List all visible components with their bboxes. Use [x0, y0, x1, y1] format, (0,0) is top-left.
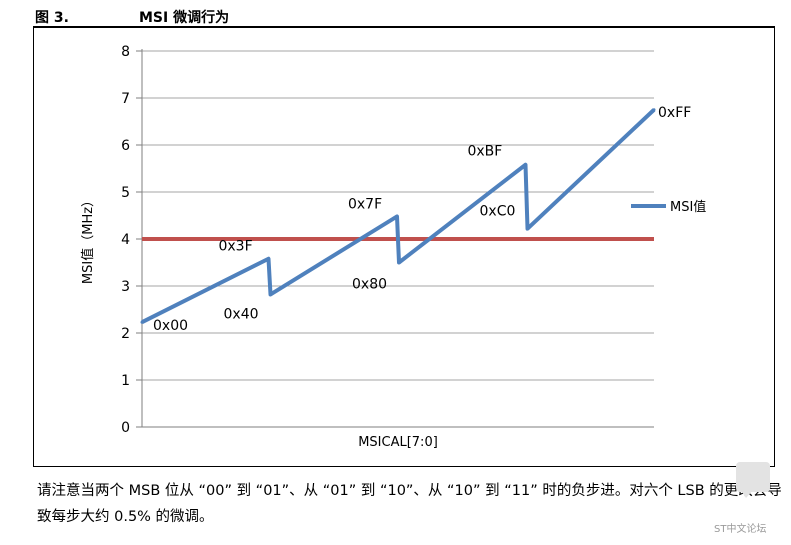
watermark-text: ST中文论坛: [714, 524, 767, 535]
point-label: 0x3F: [218, 239, 252, 255]
data-point: [652, 108, 656, 112]
point-label: 0xC0: [480, 204, 516, 220]
y-axis-label: MSI值（MHz）: [80, 194, 96, 284]
y-tick-label: 8: [121, 44, 130, 60]
data-point: [523, 163, 527, 167]
data-point: [266, 257, 270, 261]
point-annotations: 0x00 0x3F 0x40 0x7F 0x80 0xBF 0xC0 0xFF: [153, 105, 691, 334]
point-label: 0xFF: [658, 105, 691, 121]
point-label: 0xBF: [467, 144, 502, 160]
point-label: 0x40: [224, 306, 259, 322]
y-tick-label: 5: [121, 185, 130, 201]
y-tick-label: 7: [121, 91, 130, 107]
chat-bubble-icon: [736, 462, 770, 492]
y-tick-label: 1: [121, 373, 130, 389]
data-point: [269, 292, 273, 296]
figure-caption: 请注意当两个 MSB 位从 “00” 到 “01”、从 “01” 到 “10”、…: [37, 483, 782, 525]
series-layer: [140, 108, 656, 324]
chat-bubble-tail: [740, 489, 754, 498]
y-tick-label: 3: [121, 279, 130, 295]
y-tick-label: 0: [121, 420, 130, 436]
point-label: 0x7F: [348, 196, 382, 212]
point-label: 0x00: [153, 318, 188, 334]
x-axis-label: MSICAL[7:0]: [358, 435, 438, 450]
figure-header: 图 3. MSI 微调行为: [33, 4, 775, 28]
y-tick-label: 4: [121, 232, 130, 248]
y-tick-label: 2: [121, 326, 130, 342]
watermark: ST中文论坛: [712, 456, 782, 536]
y-tick-labels: 0 1 2 3 4 5 6 7 8: [121, 44, 130, 436]
data-point: [526, 227, 530, 231]
point-label: 0x80: [352, 277, 387, 293]
figure-title: MSI 微调行为: [139, 10, 230, 26]
data-point: [395, 214, 399, 218]
data-point: [140, 320, 144, 324]
y-tick-label: 6: [121, 138, 130, 154]
series-line: [141, 108, 656, 324]
data-point: [397, 261, 401, 264]
legend-label: MSI值: [670, 199, 706, 215]
figure-number: 图 3.: [35, 10, 69, 26]
